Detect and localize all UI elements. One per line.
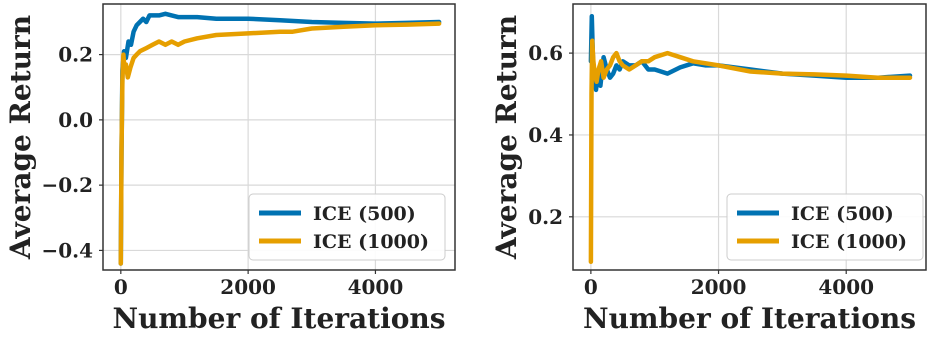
x-tick-label: 2000 xyxy=(220,275,276,299)
plot-area xyxy=(118,11,442,266)
legend-label: ICE (500) xyxy=(791,203,894,225)
x-axis-label: Number of Iterations xyxy=(583,302,916,335)
y-tick-label: −0.2 xyxy=(41,173,93,197)
y-tick-label: −0.4 xyxy=(41,238,93,262)
y-tick-label: 0.2 xyxy=(528,205,563,229)
x-tick-label: 4000 xyxy=(818,275,874,299)
plot-area xyxy=(588,14,913,265)
y-tick-label: 0.2 xyxy=(58,43,93,67)
x-tick-label: 2000 xyxy=(691,275,747,299)
series-line-ice-1000 xyxy=(588,38,913,265)
y-axis-label: Average Return xyxy=(490,15,523,260)
legend-label: ICE (1000) xyxy=(313,231,429,253)
chart-right: 0 2000 4000 0.2 0.4 0.6 Number of Iterations Av… xyxy=(490,3,927,335)
y-axis-label: Average Return xyxy=(4,15,37,260)
chart-left: 0 2000 4000 −0.4 −0.2 0.0 0.2 Number of Iterati… xyxy=(4,3,456,335)
plot-frame xyxy=(102,3,456,271)
legend-label: ICE (500) xyxy=(313,203,416,225)
y-tick-label: 0.6 xyxy=(528,41,563,65)
x-axis-label: Number of Iterations xyxy=(112,302,445,335)
legend: ICE (500) ICE (1000) xyxy=(726,193,924,261)
y-tick-label: 0.0 xyxy=(58,108,93,132)
legend: ICE (500) ICE (1000) xyxy=(248,193,446,261)
series-line-ice-500 xyxy=(118,11,442,266)
plot-frame xyxy=(572,3,927,271)
x-tick-label: 0 xyxy=(584,275,598,299)
x-tick-label: 0 xyxy=(114,275,128,299)
x-tick-label: 4000 xyxy=(348,275,404,299)
y-tick-label: 0.4 xyxy=(528,123,563,147)
legend-label: ICE (1000) xyxy=(791,231,907,253)
series-line-ice-1000 xyxy=(118,21,442,266)
